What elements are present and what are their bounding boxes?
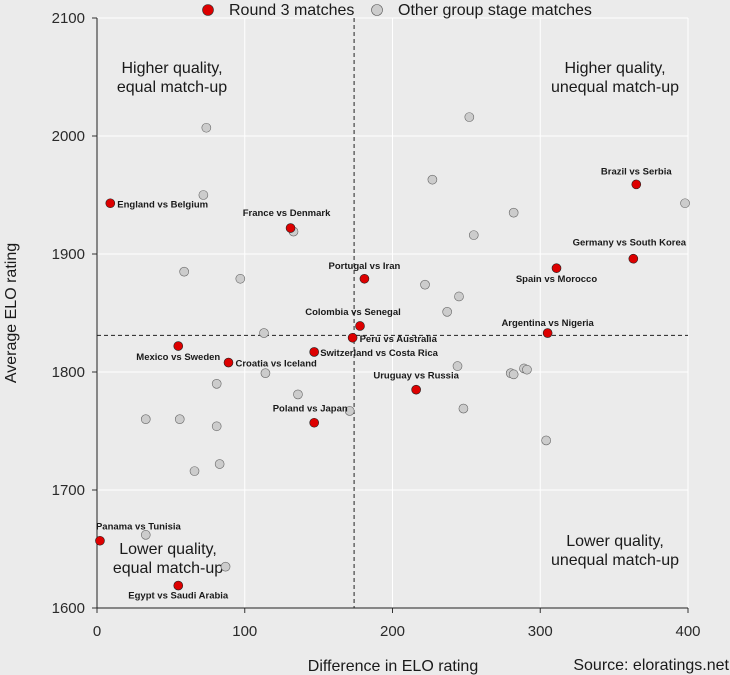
round3-match-point — [628, 253, 639, 264]
x-tick-label: 400 — [675, 623, 700, 640]
legend-round3-marker — [202, 4, 214, 16]
point-labels: England vs Belgium France vs Denmark Brazi… — [96, 166, 687, 601]
quadrant-top-right-line1: Higher quality, — [564, 60, 665, 77]
other-match-point — [680, 198, 690, 209]
other-match-point — [508, 369, 519, 380]
round3-match-point — [631, 179, 642, 190]
round3-match-label: Colombia vs Senegal — [305, 307, 401, 318]
other-match-point — [508, 207, 519, 218]
other-match-point — [464, 112, 475, 122]
round3-match-point — [411, 384, 421, 395]
other-match-point — [344, 406, 355, 416]
legend-other-marker — [371, 4, 383, 16]
round3-match-point — [309, 417, 319, 428]
other-match-point — [442, 307, 452, 317]
other-match-point — [260, 368, 271, 378]
x-axis-title: Difference in ELO rating — [308, 658, 478, 675]
round3-match-label: Egypt vs Saudi Arabia — [128, 591, 229, 602]
other-match-point — [179, 266, 189, 277]
y-tick-label: 1600 — [52, 600, 85, 617]
quadrant-top-right-line2: unequal match-up — [551, 79, 679, 96]
other-match-point — [541, 435, 551, 446]
other-match-point — [189, 466, 200, 476]
round3-match-label: England vs Belgium — [117, 199, 208, 210]
round3-match-label: Switzerland vs Costa Rica — [320, 348, 438, 359]
quadrant-bottom-left-line1: Lower quality, — [119, 541, 217, 558]
y-tick-label: 1800 — [52, 364, 85, 381]
round3-match-point — [309, 347, 319, 357]
x-tick-label: 200 — [380, 623, 405, 640]
round3-match-label: Brazil vs Serbia — [601, 166, 672, 177]
round3-match-point — [355, 321, 365, 331]
y-tick-label: 1700 — [52, 482, 85, 499]
y-tick-label: 2100 — [52, 10, 85, 27]
other-match-point — [211, 378, 222, 389]
round3-match-label: Portugal vs Iran — [329, 261, 401, 272]
x-tick-label: 0 — [93, 623, 101, 640]
round3-match-label: Poland vs Japan — [273, 404, 348, 415]
round3-match-label: Panama vs Tunisia — [96, 522, 182, 533]
round3-match-point — [551, 263, 562, 273]
round3-match-label: Spain vs Morocco — [516, 274, 597, 285]
quadrant-bottom-left-line2: equal match-up — [113, 560, 223, 577]
other-match-point — [220, 561, 231, 572]
other-match-point — [427, 174, 438, 185]
other-match-point — [201, 122, 212, 133]
round3-match-point — [285, 223, 296, 233]
other-matches-series — [140, 112, 690, 572]
legend: Round 3 matches Other group stage matche… — [202, 2, 592, 19]
quadrant-bottom-right-line2: unequal match-up — [551, 552, 679, 569]
other-match-point — [522, 364, 532, 375]
round3-match-label: Peru vs Australia — [360, 334, 438, 345]
x-tick-label: 100 — [232, 623, 257, 640]
reference-lines — [97, 18, 688, 608]
round3-match-point — [359, 273, 370, 284]
other-match-point — [452, 361, 463, 371]
round3-match-point — [105, 198, 116, 209]
other-match-point — [259, 328, 269, 338]
round3-match-point — [173, 341, 184, 351]
quadrant-top-left-line2: equal match-up — [117, 79, 227, 96]
x-tick-label: 300 — [528, 623, 553, 640]
source-note: Source: eloratings.net — [573, 657, 729, 674]
other-match-point — [468, 230, 479, 240]
round3-match-point — [542, 328, 553, 338]
other-match-point — [214, 459, 225, 469]
grid — [96, 17, 689, 609]
other-match-point — [140, 530, 151, 540]
other-match-point — [174, 414, 185, 425]
other-match-point — [420, 279, 430, 290]
round3-match-label: Croatia vs Iceland — [235, 359, 317, 370]
round3-match-label: Mexico vs Sweden — [136, 352, 220, 363]
y-tick-label: 2000 — [52, 128, 85, 145]
other-match-point — [293, 389, 303, 400]
other-match-point — [454, 291, 464, 302]
other-match-point — [458, 403, 469, 414]
round3-series — [95, 179, 642, 591]
legend-round3-label: Round 3 matches — [229, 2, 354, 19]
quadrant-top-left-line1: Higher quality, — [121, 60, 222, 77]
y-tick-label: 1900 — [52, 246, 85, 263]
round3-match-label: Germany vs South Korea — [573, 238, 687, 249]
y-axis-title: Average ELO rating — [3, 243, 20, 383]
axes: 0 100 200 300 400 1600 1700 1800 1900 2000 2100 — [52, 10, 701, 640]
round3-match-point — [173, 580, 184, 591]
other-match-point — [235, 273, 246, 284]
round3-match-point — [347, 332, 358, 343]
other-match-point — [140, 414, 151, 425]
quadrant-bottom-right-line1: Lower quality, — [566, 533, 664, 550]
legend-other-label: Other group stage matches — [398, 2, 592, 19]
round3-match-label: France vs Denmark — [243, 208, 331, 219]
round3-match-point — [223, 357, 234, 368]
round3-match-label: Argentina vs Nigeria — [501, 318, 594, 329]
other-match-point — [198, 190, 209, 200]
other-match-point — [211, 421, 222, 432]
round3-match-label: Uruguay vs Russia — [373, 371, 459, 382]
round3-match-point — [95, 535, 105, 546]
